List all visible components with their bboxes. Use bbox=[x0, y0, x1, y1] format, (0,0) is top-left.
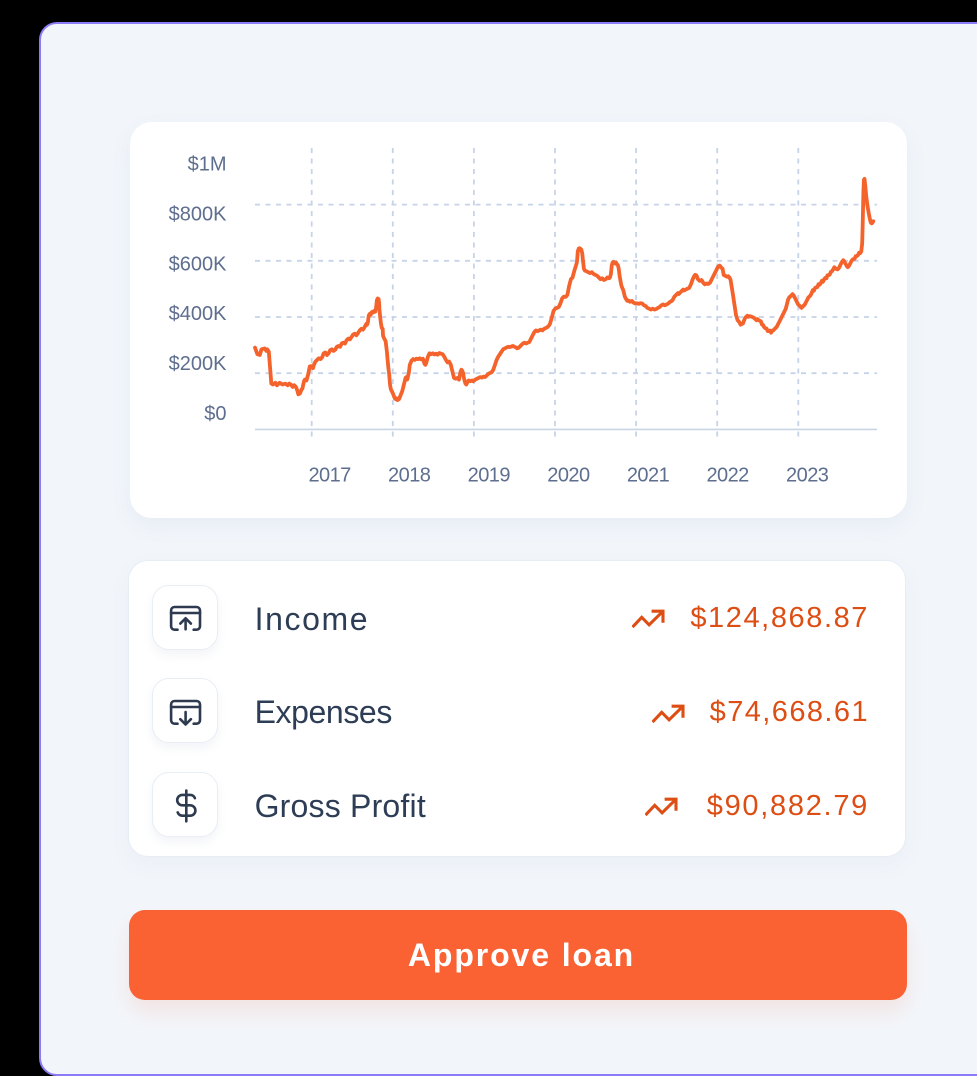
svg-text:$600K: $600K bbox=[169, 253, 227, 275]
svg-text:$800K: $800K bbox=[169, 203, 227, 225]
svg-text:2022: 2022 bbox=[706, 465, 749, 487]
svg-text:2023: 2023 bbox=[786, 465, 829, 487]
svg-text:$200K: $200K bbox=[169, 353, 227, 375]
svg-text:2020: 2020 bbox=[547, 465, 590, 487]
svg-text:$400K: $400K bbox=[169, 303, 227, 325]
svg-text:2021: 2021 bbox=[627, 465, 670, 487]
svg-text:2018: 2018 bbox=[388, 465, 431, 487]
svg-text:$0: $0 bbox=[204, 403, 226, 425]
svg-text:2017: 2017 bbox=[308, 465, 351, 487]
svg-text:2019: 2019 bbox=[468, 465, 511, 487]
svg-text:$1M: $1M bbox=[188, 154, 227, 176]
